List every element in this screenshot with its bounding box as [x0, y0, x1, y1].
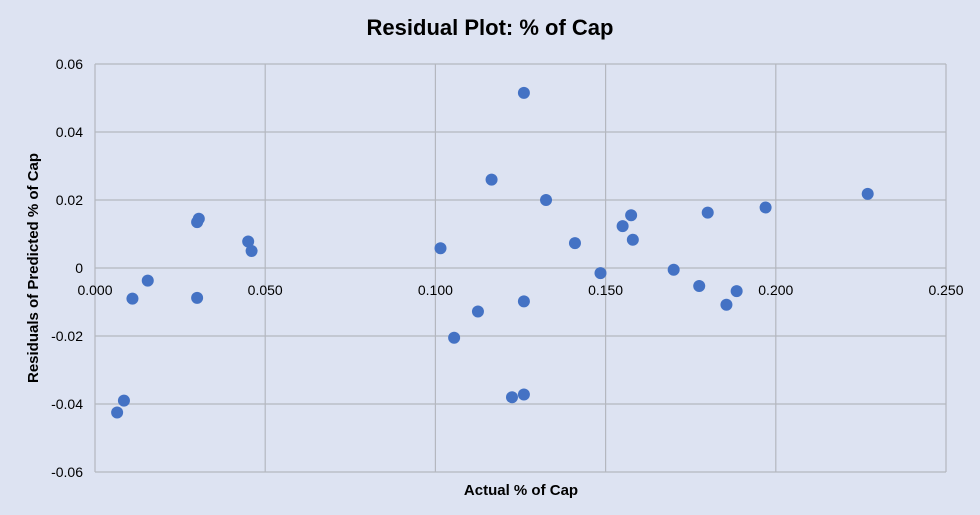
- data-point: [245, 245, 258, 257]
- y-tick-label: 0: [75, 260, 83, 276]
- data-point: [730, 285, 743, 298]
- y-tick-label: -0.02: [51, 328, 83, 344]
- data-point: [720, 298, 733, 311]
- y-tick-label: 0.06: [56, 56, 83, 72]
- data-point: [485, 173, 498, 186]
- data-point: [126, 292, 139, 305]
- data-point: [111, 406, 124, 419]
- data-point: [667, 263, 680, 276]
- data-points: [111, 86, 874, 419]
- gridlines: [94, 63, 947, 473]
- y-tick-label: -0.04: [51, 396, 83, 412]
- x-tick-label: 0.100: [418, 282, 453, 298]
- data-point: [517, 388, 530, 401]
- data-point: [505, 391, 518, 404]
- x-tick-label: 0.150: [588, 282, 623, 298]
- chart-title: Residual Plot: % of Cap: [367, 15, 614, 40]
- data-point: [626, 233, 639, 246]
- y-tick-label: 0.04: [56, 124, 83, 140]
- x-axis-title: Actual % of Cap: [464, 482, 578, 499]
- data-point: [625, 209, 638, 222]
- data-point: [117, 394, 130, 407]
- x-tick-label: 0.050: [248, 282, 283, 298]
- data-point: [448, 331, 461, 344]
- data-point: [517, 295, 530, 308]
- x-tick-label: 0.200: [758, 282, 793, 298]
- y-tick-label: -0.06: [51, 464, 83, 480]
- data-point: [701, 206, 714, 219]
- data-point: [861, 187, 874, 200]
- tick-labels: 0.06 0.04 0.02 0 -0.02 -0.04 -0.06 0.000 0.050 0.…: [51, 56, 964, 480]
- data-point: [471, 305, 484, 318]
- y-tick-label: 0.02: [56, 192, 83, 208]
- y-axis-title: Residuals of Predicted % of Cap: [25, 153, 42, 383]
- x-tick-label: 0.250: [928, 282, 963, 298]
- data-point: [568, 237, 581, 250]
- data-point: [693, 280, 706, 293]
- data-point: [540, 194, 553, 206]
- data-point: [434, 242, 447, 255]
- data-point: [517, 86, 530, 99]
- x-tick-label: 0.000: [77, 282, 112, 298]
- data-point: [759, 201, 772, 214]
- data-point: [616, 220, 629, 233]
- data-point: [594, 267, 607, 280]
- data-point: [242, 235, 255, 248]
- data-point: [191, 291, 204, 304]
- data-point: [141, 274, 154, 287]
- data-point: [192, 212, 205, 225]
